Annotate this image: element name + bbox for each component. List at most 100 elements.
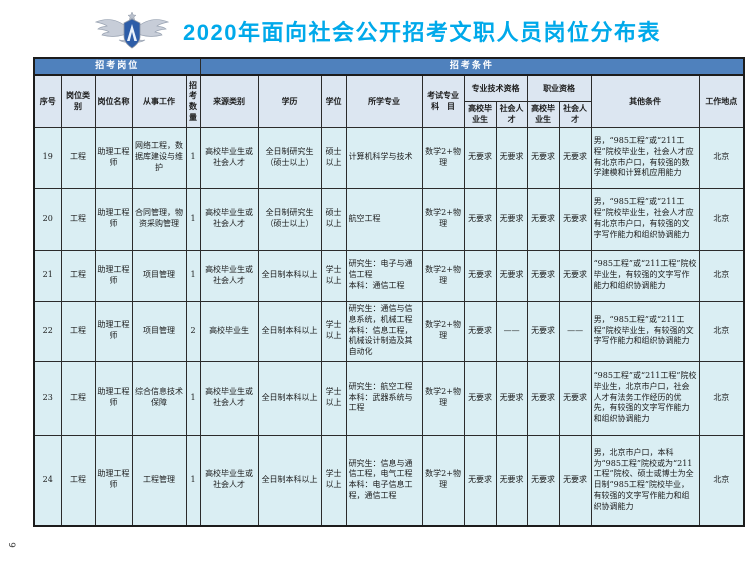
column-header-row: 序号 岗位类别 岗位名称 从事工作 招考数量 来源类别 学历 学位 所学专业 考…: [33, 74, 745, 128]
cell-location: 北京: [698, 126, 745, 189]
col-header-seq: 序号: [33, 74, 62, 128]
cell-exam: 数学2+物理: [421, 249, 465, 302]
col-header-exam: 考试专业 科 目: [421, 74, 465, 128]
col-header-education: 学历: [257, 74, 322, 128]
cell-tq-social: 无要求: [495, 249, 528, 302]
cell-oq-grad: 无要求: [526, 249, 560, 302]
cell-education: 全日制研究生（硕士以上）: [257, 187, 322, 251]
cell-other: “985工程”或“211工程”院校毕业生，北京市户口，社会人才有法务工作经历的优…: [590, 360, 700, 436]
cell-exam: 数学2+物理: [421, 126, 465, 189]
cell-title: 助理工程师: [94, 187, 133, 251]
col-header-major: 所学专业: [345, 74, 423, 128]
cell-oq-grad: 无要求: [526, 126, 560, 189]
cell-major: 研究生：信息与通信工程，电气工程 本科：电子信息工程，通信工程: [345, 434, 423, 527]
cell-tq-social: 无要求: [495, 187, 528, 251]
col-header-category: 岗位类别: [60, 74, 96, 128]
cell-major: 研究生：通信与信息系统，机械工程 本科：信息工程，机械设计制造及其自动化: [345, 300, 423, 362]
col-header-title: 岗位名称: [94, 74, 133, 128]
cell-duty: 综合信息技术保障: [131, 360, 187, 436]
col-header-tech-qual: 专业技术资格: [463, 74, 528, 102]
title-bar: 2020年面向社会公开招考文职人员岗位分布表: [0, 0, 754, 52]
positions-table-wrap: 招考岗位 招考条件 序号 岗位类别 岗位名称 从事工作 招考数量 来源类别 学历…: [33, 57, 746, 527]
cell-duty: 网络工程，数据库建设与维护: [131, 126, 187, 189]
cell-source: 高校毕业生或社会人才: [199, 187, 259, 251]
cell-count: 1: [185, 126, 201, 189]
cell-location: 北京: [698, 300, 745, 362]
cell-count: 1: [185, 187, 201, 251]
cell-oq-grad: 无要求: [526, 360, 560, 436]
cell-degree: 学士以上: [320, 300, 347, 362]
cell-duty: 项目管理: [131, 249, 187, 302]
page-title: 2020年面向社会公开招考文职人员岗位分布表: [183, 19, 661, 45]
cell-title: 助理工程师: [94, 300, 133, 362]
cell-seq: 19: [33, 126, 62, 189]
cell-oq-social: 无要求: [558, 249, 592, 302]
cell-other: 男，北京市户口，本科为“985工程”院校或为“211工程”院校、硕士或博士为全日…: [590, 434, 700, 527]
cell-source: 高校毕业生或社会人才: [199, 434, 259, 527]
group-header-position: 招考岗位: [33, 57, 201, 76]
cell-count: 1: [185, 360, 201, 436]
cell-tq-grad: 无要求: [463, 434, 497, 527]
cell-degree: 学士以上: [320, 249, 347, 302]
table-row: 19 工程 助理工程师 网络工程，数据库建设与维护 1 高校毕业生或社会人才 全…: [33, 126, 745, 189]
cell-title: 助理工程师: [94, 434, 133, 527]
cell-source: 高校毕业生或社会人才: [199, 126, 259, 189]
cell-tq-grad: 无要求: [463, 126, 497, 189]
col-header-location: 工作地点: [698, 74, 745, 128]
cell-category: 工程: [60, 187, 96, 251]
cell-exam: 数学2+物理: [421, 300, 465, 362]
cell-other: 男，“985工程”或“211工程”院校毕业生，有较强的文字写作能力和组织协调能力: [590, 300, 700, 362]
col-header-source: 来源类别: [199, 74, 259, 128]
cell-title: 助理工程师: [94, 249, 133, 302]
col-header-tq-social: 社会人才: [495, 100, 528, 128]
cell-location: 北京: [698, 434, 745, 527]
cell-seq: 20: [33, 187, 62, 251]
cell-oq-social: 无要求: [558, 360, 592, 436]
cell-category: 工程: [60, 434, 96, 527]
cell-location: 北京: [698, 187, 745, 251]
air-force-wings-emblem-icon: [94, 10, 170, 48]
col-header-count: 招考数量: [185, 74, 201, 128]
cell-source: 高校毕业生或社会人才: [199, 249, 259, 302]
cell-source: 高校毕业生: [199, 300, 259, 362]
cell-tq-social: 无要求: [495, 360, 528, 436]
cell-oq-social: 无要求: [558, 434, 592, 527]
cell-title: 助理工程师: [94, 360, 133, 436]
table-row: 23 工程 助理工程师 综合信息技术保障 1 高校毕业生或社会人才 全日制本科以…: [33, 360, 745, 436]
cell-major: 研究生：航空工程 本科：武器系统与工程: [345, 360, 423, 436]
group-header-row: 招考岗位 招考条件: [33, 57, 745, 76]
col-header-degree: 学位: [320, 74, 347, 128]
cell-oq-social: 无要求: [558, 126, 592, 189]
positions-table: 招考岗位 招考条件 序号 岗位类别 岗位名称 从事工作 招考数量 来源类别 学历…: [33, 57, 746, 527]
cell-duty: 项目管理: [131, 300, 187, 362]
cell-oq-social: ——: [558, 300, 592, 362]
cell-count: 1: [185, 434, 201, 527]
cell-degree: 硕士以上: [320, 187, 347, 251]
cell-exam: 数学2+物理: [421, 434, 465, 527]
group-header-condition: 招考条件: [199, 57, 745, 76]
cell-degree: 硕士以上: [320, 126, 347, 189]
cell-duty: 合同管理，物资采购管理: [131, 187, 187, 251]
cell-source: 高校毕业生或社会人才: [199, 360, 259, 436]
cell-major: 航空工程: [345, 187, 423, 251]
cell-tq-grad: 无要求: [463, 249, 497, 302]
cell-seq: 23: [33, 360, 62, 436]
cell-title: 助理工程师: [94, 126, 133, 189]
cell-education: 全日制研究生（硕士以上）: [257, 126, 322, 189]
cell-oq-grad: 无要求: [526, 187, 560, 251]
cell-degree: 学士以上: [320, 360, 347, 436]
cell-count: 2: [185, 300, 201, 362]
cell-tq-grad: 无要求: [463, 360, 497, 436]
cell-major: 计算机科学与技术: [345, 126, 423, 189]
cell-tq-social: 无要求: [495, 126, 528, 189]
cell-seq: 21: [33, 249, 62, 302]
col-header-duty: 从事工作: [131, 74, 187, 128]
cell-exam: 数学2+物理: [421, 187, 465, 251]
cell-count: 1: [185, 249, 201, 302]
cell-tq-grad: 无要求: [463, 300, 497, 362]
cell-oq-grad: 无要求: [526, 434, 560, 527]
cell-other: 男，“985工程”或“211工程”院校毕业生，社会人才应有北京市户口，有较强的文…: [590, 187, 700, 251]
cell-degree: 学士以上: [320, 434, 347, 527]
cell-duty: 工程管理: [131, 434, 187, 527]
